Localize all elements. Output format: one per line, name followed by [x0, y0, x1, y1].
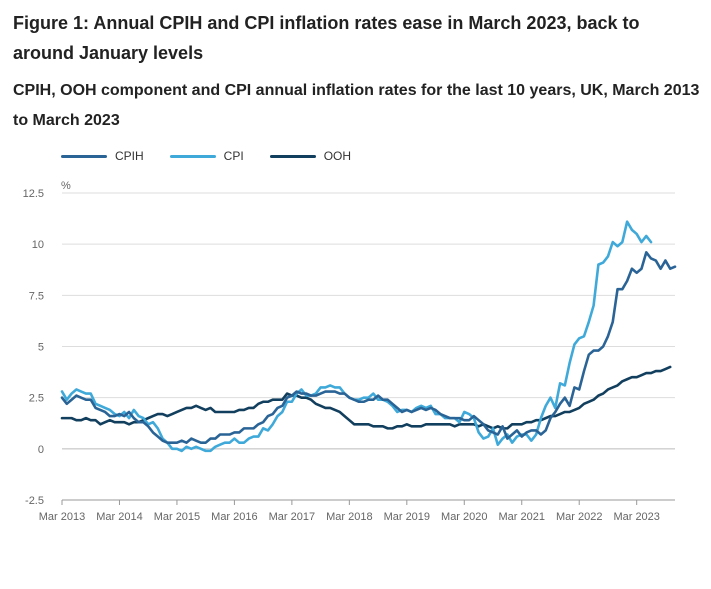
y-tick-label: 5 — [38, 342, 44, 354]
x-axis: Mar 2013 Mar 2014 Mar 2015 Mar 2016 Mar 2017… — [39, 499, 675, 523]
x-tick-label: Mar 2022 — [556, 511, 602, 523]
series-line-ooh[interactable] — [60, 365, 672, 430]
legend-swatch-cpi — [169, 154, 216, 158]
series-lines — [60, 220, 677, 453]
y-tick-label: 7.5 — [29, 290, 44, 302]
x-tick-label: Mar 2013 — [39, 511, 85, 523]
legend-item-cpi[interactable]: CPI — [169, 149, 244, 163]
y-tick-label: 10 — [32, 239, 44, 251]
y-axis-unit-label: % — [61, 180, 71, 192]
x-tick-label: Mar 2016 — [211, 511, 257, 523]
legend-swatch-cpih — [61, 154, 107, 158]
x-tick-label: Mar 2015 — [154, 511, 200, 523]
x-tick-label: Mar 2014 — [96, 511, 142, 523]
gridlines — [62, 192, 675, 501]
y-axis: % -2.5 0 2.5 5 7.5 10 12.5 — [23, 180, 71, 507]
series-line-cpih[interactable] — [60, 251, 677, 444]
legend-item-cpih[interactable]: CPIH — [61, 149, 144, 163]
x-tick-label: Mar 2017 — [269, 511, 315, 523]
legend-swatch-ooh — [269, 154, 316, 158]
x-tick-label: Mar 2023 — [613, 511, 659, 523]
x-tick-label: Mar 2019 — [384, 511, 430, 523]
y-tick-label: -2.5 — [25, 495, 44, 507]
chart-title: Figure 1: Annual CPIH and CPI inflation … — [13, 13, 640, 63]
y-tick-label: 2.5 — [29, 393, 44, 405]
y-tick-label: 12.5 — [23, 188, 44, 200]
legend-item-ooh[interactable]: OOH — [269, 149, 352, 163]
chart-area: % -2.5 0 2.5 5 7.5 10 12.5 Mar 2013 Mar 2014 Mar… — [0, 168, 711, 538]
legend-label-cpih: CPIH — [115, 149, 144, 163]
legend-label-cpi: CPI — [223, 149, 244, 163]
x-tick-label: Mar 2020 — [441, 511, 487, 523]
x-tick-label: Mar 2018 — [326, 511, 372, 523]
chart-subtitle: CPIH, OOH component and CPI annual infla… — [13, 82, 700, 129]
x-tick-label: Mar 2021 — [499, 511, 545, 523]
y-tick-label: 0 — [38, 444, 44, 456]
legend-label-ooh: OOH — [323, 149, 352, 163]
legend: CPIH CPI OOH — [13, 148, 701, 164]
